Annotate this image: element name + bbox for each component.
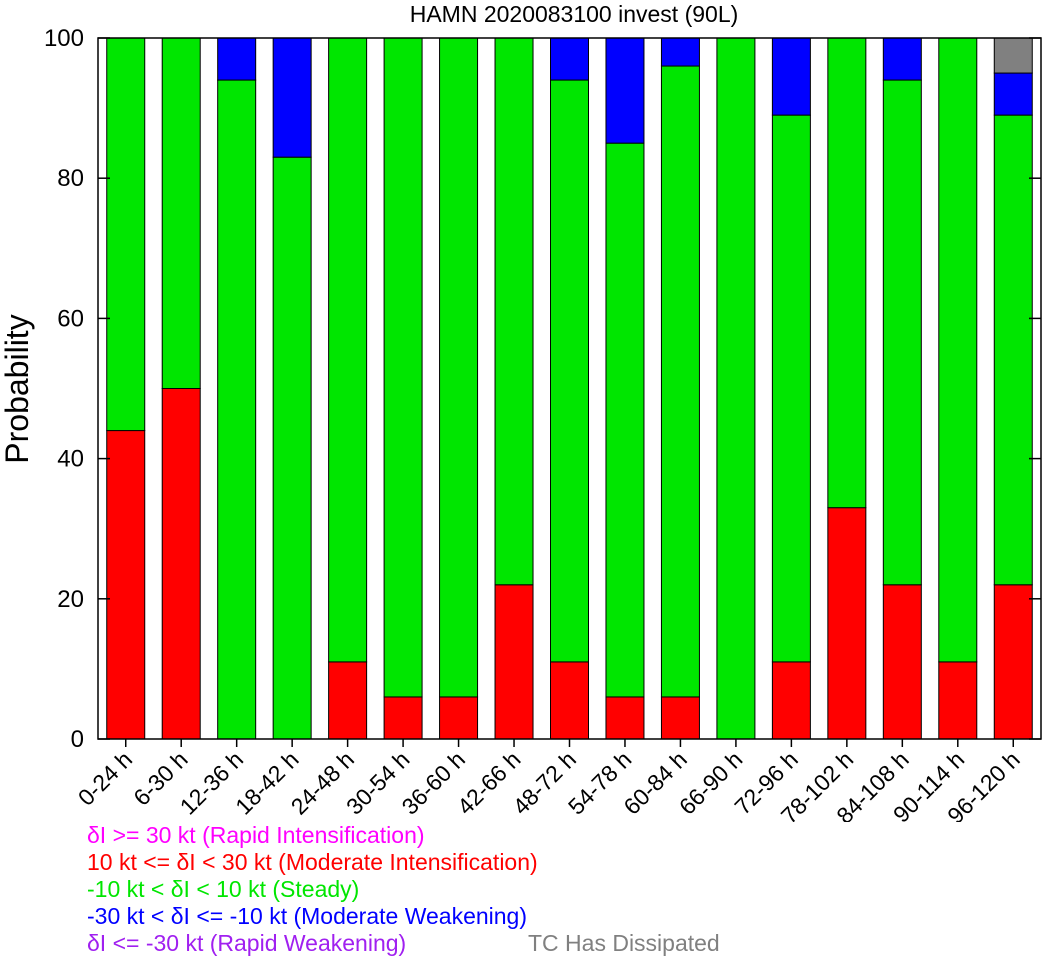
bar-78-102-h-series-2 bbox=[827, 37, 867, 509]
bar-72-96-h-series-3 bbox=[771, 37, 811, 116]
chart-title: HAMN 2020083100 invest (90L) bbox=[410, 1, 739, 27]
bar-12-36-h-series-3 bbox=[217, 37, 257, 81]
bars-layer bbox=[106, 37, 1033, 740]
bar-72-96-h-series-2 bbox=[771, 114, 811, 663]
bar-84-108-h-series-3 bbox=[882, 37, 922, 81]
bar-30-54-h-series-1 bbox=[383, 696, 423, 740]
bar-12-36-h-series-2 bbox=[217, 79, 257, 740]
bar-54-78-h-series-1 bbox=[605, 696, 645, 740]
bar-96-120-h-series-5 bbox=[993, 37, 1033, 74]
bar-48-72-h-series-2 bbox=[550, 79, 589, 663]
bar-60-84-h-series-3 bbox=[660, 37, 700, 67]
legend-entry-0: δI >= 30 kt (Rapid Intensification) bbox=[87, 822, 425, 848]
y-tick-label: 60 bbox=[57, 305, 84, 332]
y-axis-label: Probability bbox=[0, 314, 35, 463]
bar-0-24-h-series-1 bbox=[106, 430, 146, 740]
bar-42-66-h-series-2 bbox=[494, 37, 534, 586]
bar-54-78-h-series-3 bbox=[605, 37, 645, 144]
bar-6-30-h-series-2 bbox=[161, 37, 201, 389]
bar-6-30-h-series-1 bbox=[161, 388, 201, 740]
y-tick-label: 0 bbox=[71, 726, 84, 753]
bar-42-66-h-series-1 bbox=[494, 584, 534, 740]
bar-66-90-h-series-2 bbox=[716, 37, 756, 740]
bar-18-42-h-series-2 bbox=[272, 156, 312, 740]
bar-96-120-h-series-1 bbox=[993, 584, 1033, 740]
bar-48-72-h-series-3 bbox=[550, 37, 589, 81]
bar-84-108-h-series-1 bbox=[882, 584, 922, 740]
legend-entry-1: 10 kt <= δI < 30 kt (Moderate Intensific… bbox=[87, 849, 538, 875]
bar-0-24-h-series-2 bbox=[106, 37, 146, 432]
bar-18-42-h-series-3 bbox=[272, 37, 312, 158]
bar-96-120-h-series-2 bbox=[993, 114, 1033, 586]
x-tick-label-0-24-h: 0-24 h bbox=[73, 746, 138, 811]
bar-72-96-h-series-1 bbox=[771, 661, 811, 740]
bar-48-72-h-series-1 bbox=[550, 661, 589, 740]
legend-entry-5: TC Has Dissipated bbox=[528, 930, 720, 956]
bar-90-114-h-series-2 bbox=[938, 37, 978, 663]
legend-entry-4: δI <= -30 kt (Rapid Weakening) bbox=[87, 930, 407, 956]
y-tick-label: 20 bbox=[57, 586, 84, 613]
bar-36-60-h-series-2 bbox=[439, 37, 479, 698]
bar-96-120-h-series-3 bbox=[993, 72, 1033, 116]
y-tick-label: 40 bbox=[57, 446, 84, 473]
bar-78-102-h-series-1 bbox=[827, 507, 867, 740]
y-tick-label: 80 bbox=[57, 165, 84, 192]
y-tick-label: 100 bbox=[44, 25, 84, 52]
bar-84-108-h-series-2 bbox=[882, 79, 922, 586]
legend-entry-3: -30 kt < δI <= -10 kt (Moderate Weakenin… bbox=[87, 903, 528, 929]
bar-24-48-h-series-1 bbox=[328, 661, 368, 740]
bar-24-48-h-series-2 bbox=[328, 37, 368, 663]
bar-36-60-h-series-1 bbox=[439, 696, 479, 740]
bar-30-54-h-series-2 bbox=[383, 37, 423, 698]
legend-entry-2: -10 kt < δI < 10 kt (Steady) bbox=[87, 876, 360, 902]
bar-60-84-h-series-1 bbox=[660, 696, 700, 740]
bar-60-84-h-series-2 bbox=[660, 65, 700, 698]
bar-54-78-h-series-2 bbox=[605, 142, 645, 698]
chart: HAMN 2020083100 invest (90L) Probability… bbox=[0, 1, 1042, 822]
bar-90-114-h-series-1 bbox=[938, 661, 978, 740]
